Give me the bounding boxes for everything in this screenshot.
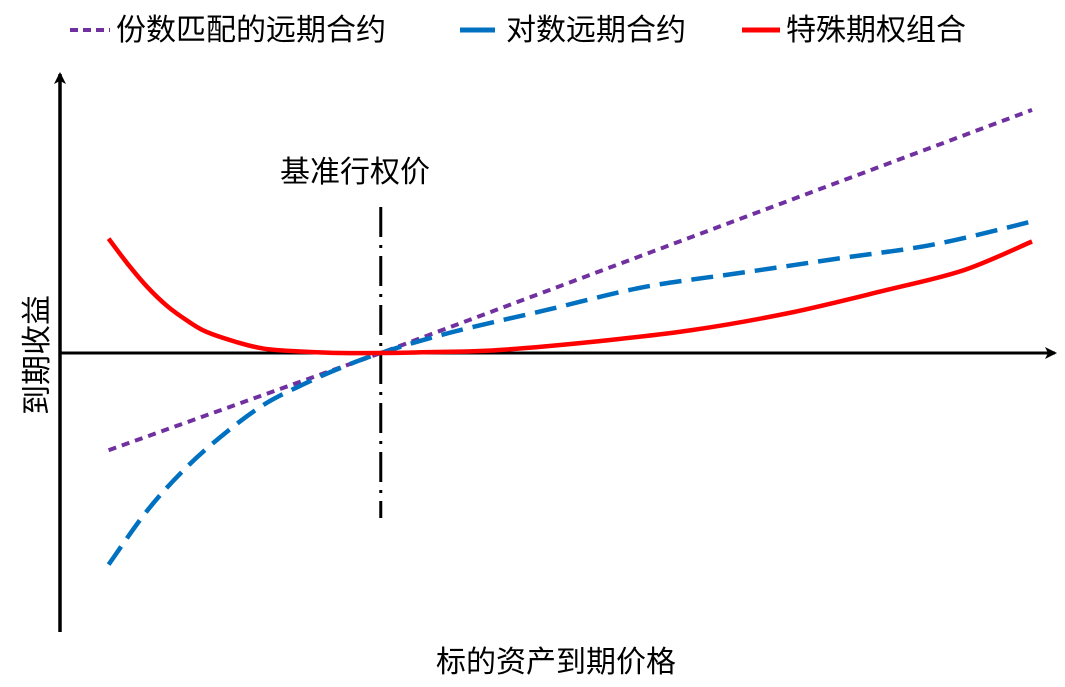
legend-label-log-forward: 对数远期合约 bbox=[506, 13, 686, 48]
legend-label-forward: 份数匹配的远期合约 bbox=[116, 13, 386, 48]
series-line-option-portfolio bbox=[106, 237, 1033, 356]
legend: 份数匹配的远期合约 对数远期合约 特殊期权组合 bbox=[70, 13, 966, 48]
y-axis-label: 到期收益 bbox=[20, 295, 55, 415]
legend-label-option-portfolio: 特殊期权组合 bbox=[786, 13, 966, 48]
strike-price-label: 基准行权价 bbox=[280, 155, 430, 190]
x-axis-label: 标的资产到期价格 bbox=[436, 645, 676, 680]
series-line-forward bbox=[107, 108, 1033, 453]
series-line-log-forward bbox=[106, 219, 1033, 566]
